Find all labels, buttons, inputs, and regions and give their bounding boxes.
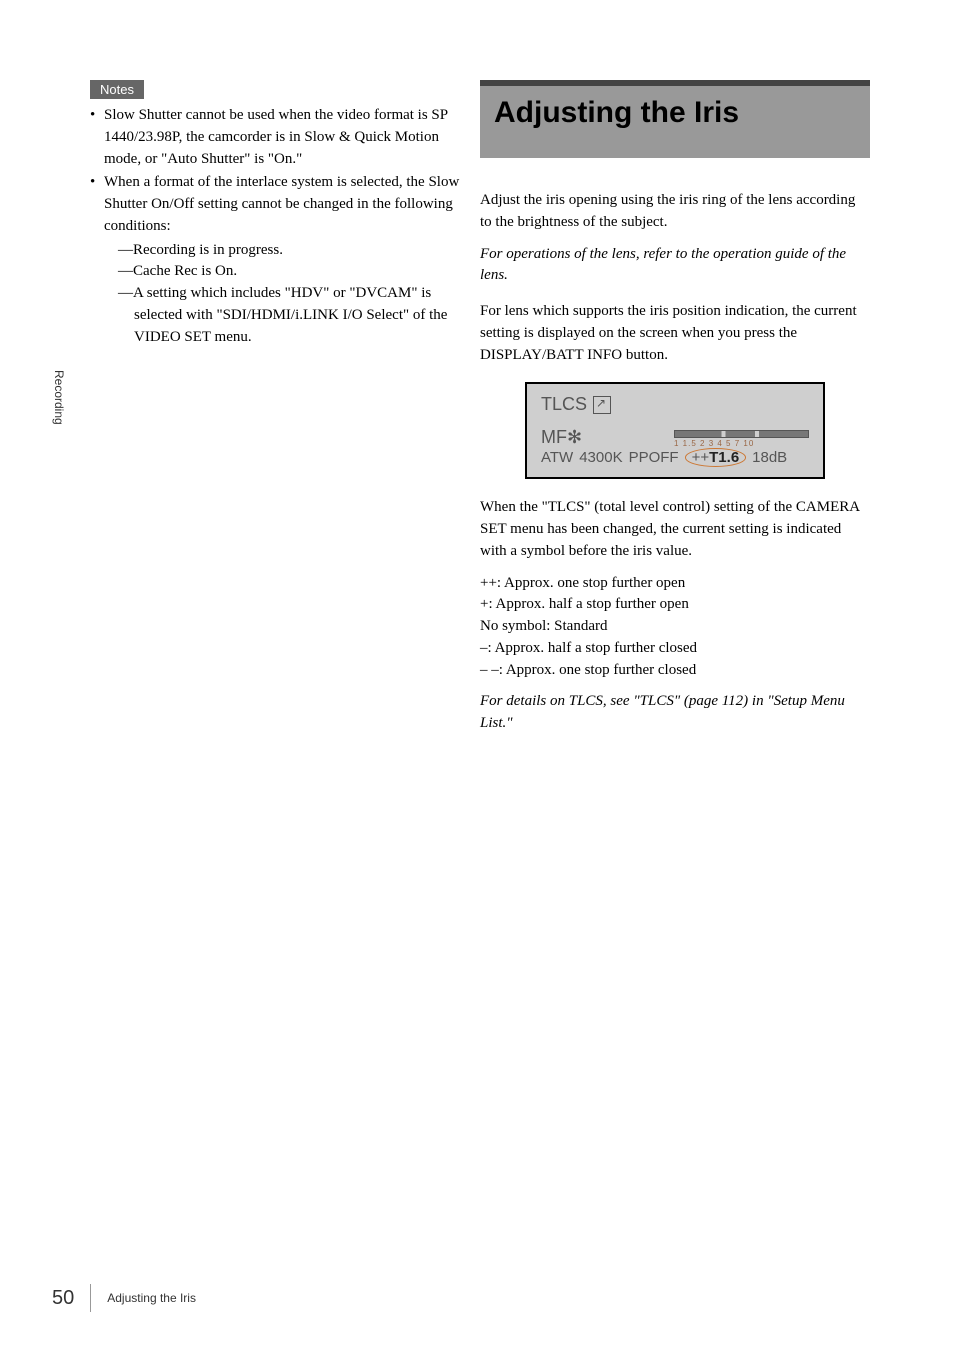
section-heading: Adjusting the Iris <box>494 96 856 130</box>
legend-line: ++: Approx. one stop further open <box>480 573 870 595</box>
lcd-row-bottom: ATW 4300K PPOFF ++T1.6 18dB <box>541 448 809 467</box>
note-subitem: —A setting which includes "HDV" or "DVCA… <box>104 283 460 348</box>
footer-separator <box>90 1284 91 1312</box>
left-column: Notes Slow Shutter cannot be used when t… <box>90 80 460 350</box>
note-subitem: —Cache Rec is On. <box>104 261 460 283</box>
lcd-scale-labels: 1 1.5 2 3 4 5 7 10 <box>674 439 809 448</box>
paragraph: When the "TLCS" (total level control) se… <box>480 497 870 562</box>
lcd-iris-value: T1.6 <box>709 449 739 466</box>
lcd-ppoff: PPOFF <box>629 449 679 466</box>
lcd-tlcs-label: TLCS <box>541 394 587 415</box>
tlcs-icon <box>593 396 611 414</box>
page-number: 50 <box>52 1287 74 1310</box>
paragraph: Adjust the iris opening using the iris r… <box>480 190 870 234</box>
paragraph-italic: For operations of the lens, refer to the… <box>480 244 870 288</box>
lcd-scale: 1 1.5 2 3 4 5 7 10 <box>674 430 809 448</box>
lcd-atw: ATW <box>541 449 573 466</box>
legend-line: +: Approx. half a stop further open <box>480 594 870 616</box>
lcd-panel: TLCS MF✻ 1 1.5 2 3 4 5 7 10 ATW 4300K PP… <box>525 382 825 479</box>
lcd-iris-prefix: ++ <box>692 449 710 466</box>
lcd-row-mf: MF✻ 1 1.5 2 3 4 5 7 10 <box>541 427 809 448</box>
note-item: Slow Shutter cannot be used when the vid… <box>90 105 460 170</box>
legend-line: –: Approx. half a stop further closed <box>480 638 870 660</box>
paragraph: For lens which supports the iris positio… <box>480 301 870 366</box>
note-sublist: —Recording is in progress. —Cache Rec is… <box>104 240 460 349</box>
legend-line: No symbol: Standard <box>480 616 870 638</box>
legend-line: – –: Approx. one stop further closed <box>480 660 870 682</box>
page-content: Recording Notes Slow Shutter cannot be u… <box>50 80 910 1280</box>
section-header: Adjusting the Iris <box>480 80 870 158</box>
footer-title: Adjusting the Iris <box>107 1291 196 1305</box>
lcd-kelvin: 4300K <box>579 449 622 466</box>
lcd-iris-oval: ++T1.6 <box>685 448 747 467</box>
notes-tag: Notes <box>90 80 144 99</box>
sidebar-chapter-label: Recording <box>52 370 66 425</box>
notes-list: Slow Shutter cannot be used when the vid… <box>90 105 460 348</box>
note-subitem: —Recording is in progress. <box>104 240 460 262</box>
right-column: Adjusting the Iris Adjust the iris openi… <box>480 80 870 749</box>
lcd-mf-label: MF✻ <box>541 427 582 448</box>
lcd-row-tlcs: TLCS <box>541 394 809 415</box>
page-footer: 50 Adjusting the Iris <box>52 1284 196 1312</box>
paragraph-italic: For details on TLCS, see "TLCS" (page 11… <box>480 691 870 735</box>
lcd-scale-bar <box>674 430 809 438</box>
lcd-gain: 18dB <box>752 449 787 466</box>
note-item-text: When a format of the interlace system is… <box>104 174 459 234</box>
note-item: When a format of the interlace system is… <box>90 172 460 348</box>
